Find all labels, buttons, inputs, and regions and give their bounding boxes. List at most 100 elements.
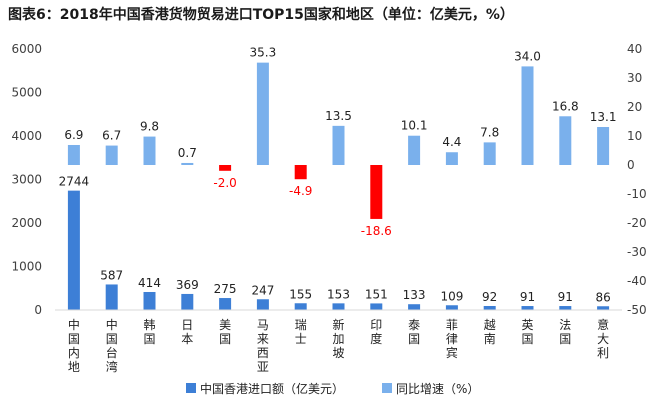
category-label: 日本 [181,318,193,346]
category-label: 新加坡 [332,317,344,360]
import-bar [256,299,269,310]
right-y-tick-label: 10 [627,129,642,143]
import-data-label: 86 [595,290,610,304]
right-y-tick-label: -10 [627,187,647,201]
legend: 中国香港进口额（亿美元） 同比增速（%） [186,381,479,396]
growth-data-label: 6.7 [102,129,121,143]
category-label: 印度 [370,318,382,346]
category-label: 马来西亚 [257,318,269,374]
category-label: 美国 [219,318,231,346]
category-label: 法国 [559,318,571,346]
import-data-label: 414 [138,276,161,290]
category-label: 菲律宾 [446,318,458,360]
growth-data-label: 34.0 [514,49,541,63]
left-y-tick-label: 3000 [11,173,42,187]
import-bar [559,306,572,310]
left-y-axis: 0 1000 2000 3000 4000 5000 6000 [11,42,42,317]
category-label: 中国内地 [68,317,80,374]
left-y-tick-label: 1000 [11,260,42,274]
growth-bar [521,66,534,165]
category-label: 越南 [484,318,496,346]
growth-data-label: 6.9 [64,128,83,142]
growth-data-label: 16.8 [552,99,579,113]
import-data-label: 275 [214,282,237,296]
import-bar [219,298,232,310]
import-bar [597,306,610,310]
legend-label-import: 中国香港进口额（亿美元） [200,381,344,396]
growth-data-label: -2.0 [213,176,236,190]
import-data-label: 91 [558,290,573,304]
import-data-label: 133 [403,288,426,302]
chart-title: 图表6：2018年中国香港货物贸易进口TOP15国家和地区（单位：亿美元，%） [8,6,514,23]
category-label: 韩国 [143,317,155,346]
legend-label-growth: 同比增速（%） [396,382,479,396]
category-label: 瑞士 [295,318,307,346]
right-y-tick-label: -30 [627,245,647,259]
import-data-label: 109 [440,289,463,303]
growth-bar [597,127,610,165]
growth-data-label: -18.6 [361,224,392,238]
import-data-label: 587 [100,268,123,282]
growth-data-label: 7.8 [480,125,499,139]
growth-data-label: -4.9 [289,184,312,198]
data-labels: 6.9 2744 6.7 587 9.8 414 0.7 369 -2.0 275 35.3 247 -… [59,46,617,305]
growth-data-label: 4.4 [442,135,461,149]
import-bar [67,190,80,310]
right-y-tick-label: 40 [627,42,642,56]
import-bar [143,291,156,310]
left-y-tick-label: 6000 [11,42,42,56]
category-label: 中国台湾 [106,317,118,374]
growth-data-label: 35.3 [250,46,277,60]
import-bar [370,303,383,310]
category-label: 意大利 [597,317,609,360]
import-data-label: 151 [365,287,388,301]
right-y-tick-label: 30 [627,71,642,85]
import-bar [483,305,496,310]
growth-data-label: 13.5 [325,109,352,123]
growth-bar [67,144,80,165]
growth-data-label: 0.7 [178,146,197,160]
import-data-label: 155 [289,287,312,301]
growth-bar [483,142,496,165]
right-y-tick-label: -40 [627,274,647,288]
legend-swatch-growth [382,383,392,393]
import-bars [67,190,610,310]
import-bar [521,306,534,310]
import-data-label: 153 [327,287,350,301]
left-y-tick-label: 5000 [11,86,42,100]
growth-bar [408,135,421,165]
import-bar [294,303,307,310]
right-y-tick-label: -50 [627,303,647,317]
import-data-label: 247 [251,283,274,297]
import-data-label: 92 [482,290,497,304]
import-data-label: 369 [176,278,199,292]
growth-bar [332,125,345,165]
growth-data-label: 10.1 [401,119,428,133]
legend-swatch-import [186,383,196,393]
import-bar [408,304,421,310]
import-data-label: 2744 [59,175,90,189]
import-bar [105,284,118,310]
growth-bars [67,62,610,219]
growth-bar [143,136,156,165]
right-y-tick-label: 0 [627,158,635,172]
growth-bar [559,116,572,165]
growth-bar [256,62,269,165]
import-bar [332,303,345,310]
growth-bar [181,162,194,165]
import-bar [181,293,194,310]
growth-bar [370,165,383,219]
right-y-axis: 40 30 20 10 0 -10 -20 -30 -40 -50 [627,42,647,317]
import-data-label: 91 [520,290,535,304]
import-bar [445,305,458,310]
growth-data-label: 9.8 [140,120,159,134]
growth-bar [294,165,307,180]
growth-data-label: 13.1 [590,110,617,124]
growth-bar [105,145,118,165]
growth-bar [219,165,232,171]
left-y-tick-label: 2000 [11,216,42,230]
category-label: 泰国 [408,318,420,346]
left-y-tick-label: 0 [34,303,42,317]
